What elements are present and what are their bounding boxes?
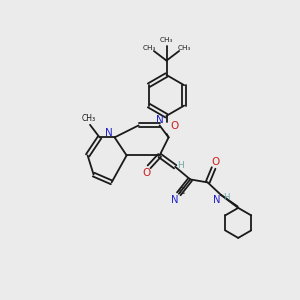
Text: N: N xyxy=(156,115,164,125)
Text: CH₃: CH₃ xyxy=(81,114,96,123)
Text: O: O xyxy=(211,157,219,167)
Text: H: H xyxy=(177,160,184,169)
Text: H: H xyxy=(223,193,230,202)
Text: N: N xyxy=(171,195,179,206)
Text: O: O xyxy=(142,168,150,178)
Text: CH₃: CH₃ xyxy=(160,38,173,44)
Text: N: N xyxy=(213,195,220,205)
Text: O: O xyxy=(170,121,178,131)
Text: CH₃: CH₃ xyxy=(177,45,190,51)
Text: C: C xyxy=(179,187,185,196)
Text: N: N xyxy=(105,128,113,138)
Text: CH₃: CH₃ xyxy=(142,45,156,51)
